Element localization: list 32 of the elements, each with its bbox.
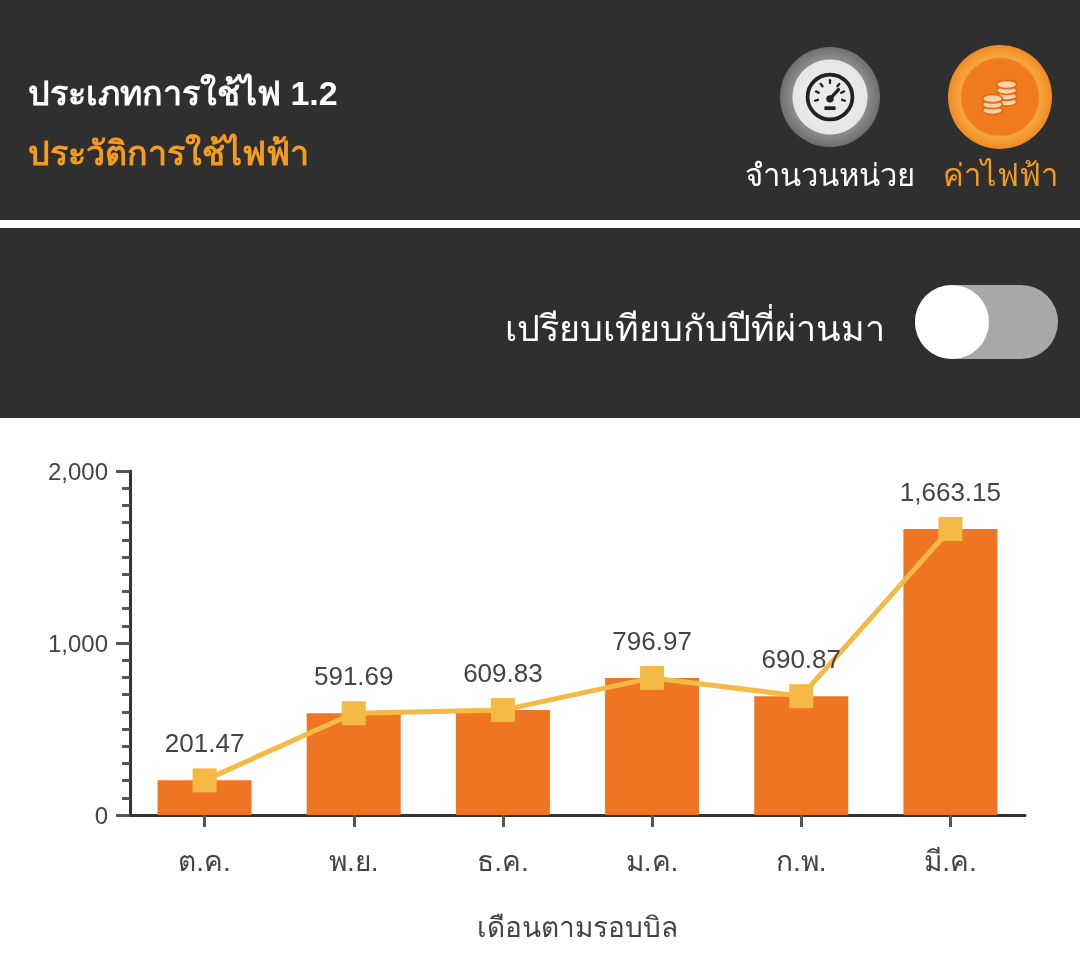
bar bbox=[903, 528, 998, 815]
data-label: 201.47 bbox=[164, 728, 245, 759]
point bbox=[640, 665, 665, 690]
text: จำนวนหน่วย bbox=[745, 157, 915, 195]
chart-title: ประเภทการใช้ไฟ 1.2 bbox=[28, 72, 338, 114]
x-tick-label: พ.ย. bbox=[328, 845, 379, 877]
x-tick-label: ก.พ. bbox=[775, 845, 827, 877]
data-label: 591.69 bbox=[313, 661, 394, 692]
x-tick-label: ธ.ค. bbox=[477, 845, 529, 877]
data-label: 609.83 bbox=[463, 658, 543, 689]
bar bbox=[455, 710, 550, 815]
text: เปรียบเทียบกับปีที่ผ่านมา bbox=[505, 303, 885, 351]
y-tick-label: 2,000 bbox=[47, 457, 108, 485]
x-axis-title: เดือนตามรอบบิล bbox=[477, 911, 678, 943]
point bbox=[490, 698, 515, 723]
data-label: 796.97 bbox=[612, 625, 692, 656]
data-label: 1,663.15 bbox=[899, 476, 1002, 507]
bar bbox=[754, 696, 849, 815]
point bbox=[192, 768, 217, 793]
point bbox=[789, 684, 814, 709]
y-tick-label: 0 bbox=[94, 801, 108, 829]
x-tick-label: ม.ค. bbox=[625, 845, 679, 877]
point bbox=[938, 516, 963, 541]
chart-subtitle: ประวัติการใช้ไฟฟ้า bbox=[28, 132, 309, 174]
x-tick-label: มี.ค. bbox=[924, 845, 977, 877]
point bbox=[341, 701, 366, 726]
bar bbox=[605, 677, 700, 815]
text: ค่าไฟฟ้า bbox=[942, 157, 1058, 195]
bar bbox=[306, 713, 401, 815]
bar bbox=[157, 780, 252, 815]
y-tick-label: 1,000 bbox=[47, 629, 108, 657]
x-tick-label: ต.ค. bbox=[178, 845, 231, 877]
